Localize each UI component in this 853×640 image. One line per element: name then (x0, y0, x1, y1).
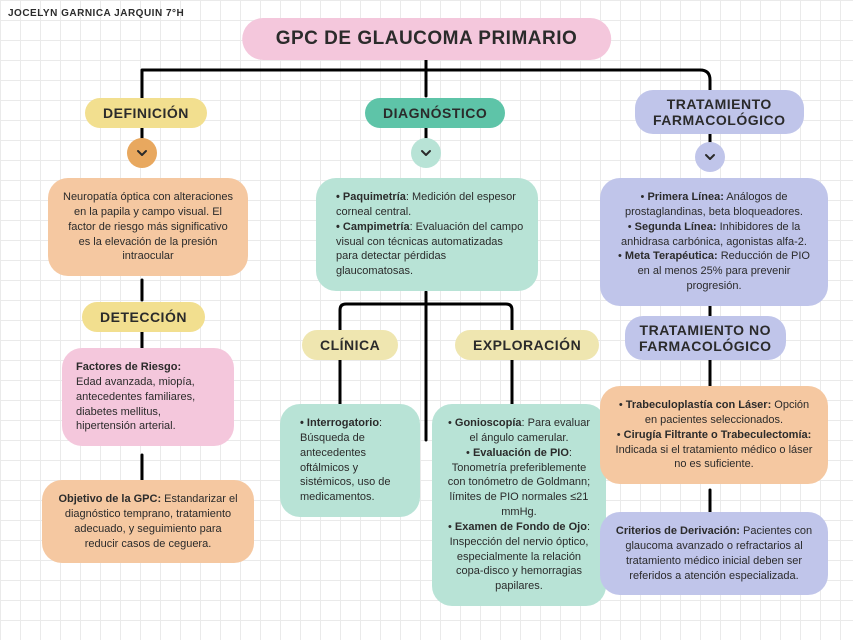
node-clinica: Interrogatorio: Búsqueda de antecedentes… (280, 404, 420, 517)
node-no-farm: • Trabeculoplastía con Láser: Opción en … (600, 386, 828, 484)
list-item: • Trabeculoplastía con Láser: Opción en … (614, 398, 814, 428)
list-item: • Cirugía Filtrante o Trabeculectomía: I… (614, 428, 814, 473)
chevron-down-icon (127, 138, 157, 168)
list-item: • Examen de Fondo de Ojo: Inspección del… (446, 520, 592, 594)
deteccion-text: Edad avanzada, miopía, antecedentes fami… (76, 376, 195, 433)
list-item: • Evaluación de PIO: Tonometría preferib… (446, 446, 592, 520)
node-diagnostico: Paquimetría: Medición del espesor cornea… (316, 178, 538, 291)
list-item: • Segunda Línea: Inhibidores de la anhid… (614, 220, 814, 250)
label-definicion: DEFINICIÓN (85, 98, 207, 128)
list-item: Paquimetría: Medición del espesor cornea… (336, 190, 524, 220)
list-item: • Gonioscopía: Para evaluar el ángulo ca… (446, 416, 592, 446)
list-item: Campimetría: Evaluación del campo visual… (336, 220, 524, 279)
label-clinica: CLÍNICA (302, 330, 398, 360)
deteccion-title: Factores de Riesgo: (76, 361, 181, 373)
label-deteccion: DETECCIÓN (82, 302, 205, 332)
node-exploracion: • Gonioscopía: Para evaluar el ángulo ca… (432, 404, 606, 606)
label-trat-no-farm: TRATAMIENTO NOFARMACOLÓGICO (625, 316, 786, 360)
label-diagnostico: DIAGNÓSTICO (365, 98, 505, 128)
derivacion-title: Criterios de Derivación: (616, 525, 740, 537)
chevron-down-icon (695, 142, 725, 172)
node-derivacion: Criterios de Derivación: Pacientes con g… (600, 512, 828, 595)
node-farmacologico: • Primera Línea: Análogos de prostagland… (600, 178, 828, 306)
list-item: Interrogatorio: Búsqueda de antecedentes… (300, 416, 406, 505)
chevron-down-icon (411, 138, 441, 168)
label-exploracion: EXPLORACIÓN (455, 330, 599, 360)
author-label: JOCELYN GARNICA JARQUIN 7°H (8, 8, 184, 19)
objetivo-title: Objetivo de la GPC: (58, 493, 161, 505)
node-deteccion: Factores de Riesgo: Edad avanzada, miopí… (62, 348, 234, 446)
list-item: • Primera Línea: Análogos de prostagland… (614, 190, 814, 220)
node-definicion: Neuropatía óptica con alteraciones en la… (48, 178, 248, 276)
diagram-title: GPC DE GLAUCOMA PRIMARIO (242, 18, 612, 60)
label-trat-farm: TRATAMIENTOFARMACOLÓGICO (635, 90, 804, 134)
node-objetivo: Objetivo de la GPC: Estandarizar el diag… (42, 480, 254, 563)
list-item: • Meta Terapéutica: Reducción de PIO en … (614, 249, 814, 294)
